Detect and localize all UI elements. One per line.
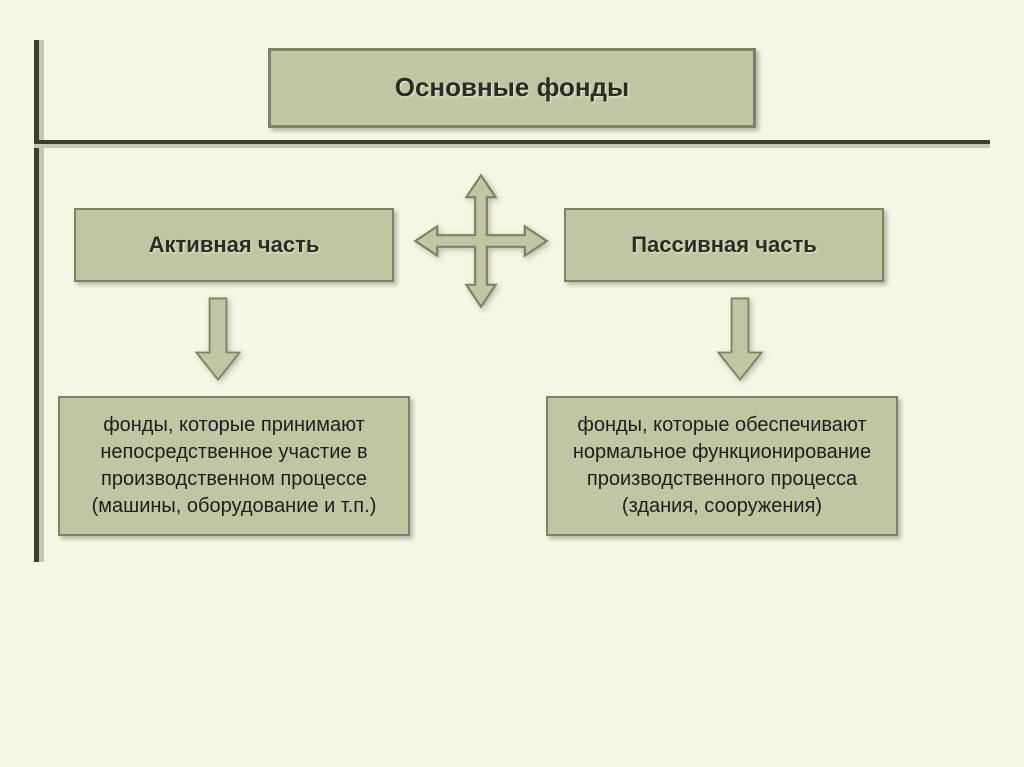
cross-arrow-icon (408, 168, 554, 314)
right-description-box: фонды, которые обеспечивают нормальное ф… (546, 396, 898, 536)
left-category-label: Активная часть (149, 230, 320, 260)
vertical-accent-bar (34, 40, 44, 562)
left-description-text: фонды, которые принимают непосредственно… (74, 412, 394, 520)
title-box: Основные фонды (268, 48, 756, 128)
down-arrow-left-icon (194, 296, 242, 382)
right-description-text: фонды, которые обеспечивают нормальное ф… (562, 412, 882, 520)
right-category-box: Пассивная часть (564, 208, 884, 282)
title-text: Основные фонды (395, 70, 630, 105)
down-arrow-right-icon (716, 296, 764, 382)
right-category-label: Пассивная часть (631, 230, 817, 260)
left-description-box: фонды, которые принимают непосредственно… (58, 396, 410, 536)
left-category-box: Активная часть (74, 208, 394, 282)
horizontal-divider (34, 140, 990, 148)
diagram-canvas: Основные фонды Активная часть Пассивная … (0, 0, 1024, 767)
